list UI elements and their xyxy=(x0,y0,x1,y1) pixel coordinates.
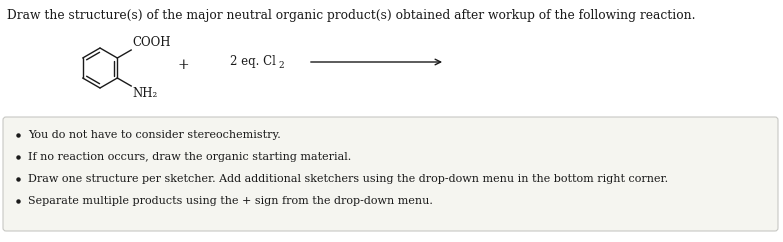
Text: 2 eq. Cl: 2 eq. Cl xyxy=(230,55,276,68)
Text: +: + xyxy=(177,58,189,72)
Text: 2: 2 xyxy=(278,60,283,69)
Text: COOH: COOH xyxy=(132,36,171,49)
FancyBboxPatch shape xyxy=(3,117,778,231)
Text: If no reaction occurs, draw the organic starting material.: If no reaction occurs, draw the organic … xyxy=(28,152,352,162)
Text: NH₂: NH₂ xyxy=(132,87,157,100)
Text: Draw the structure(s) of the major neutral organic product(s) obtained after wor: Draw the structure(s) of the major neutr… xyxy=(7,9,695,22)
Text: Separate multiple products using the + sign from the drop-down menu.: Separate multiple products using the + s… xyxy=(28,196,433,206)
Text: You do not have to consider stereochemistry.: You do not have to consider stereochemis… xyxy=(28,130,281,140)
Text: Draw one structure per sketcher. Add additional sketchers using the drop-down me: Draw one structure per sketcher. Add add… xyxy=(28,174,668,184)
